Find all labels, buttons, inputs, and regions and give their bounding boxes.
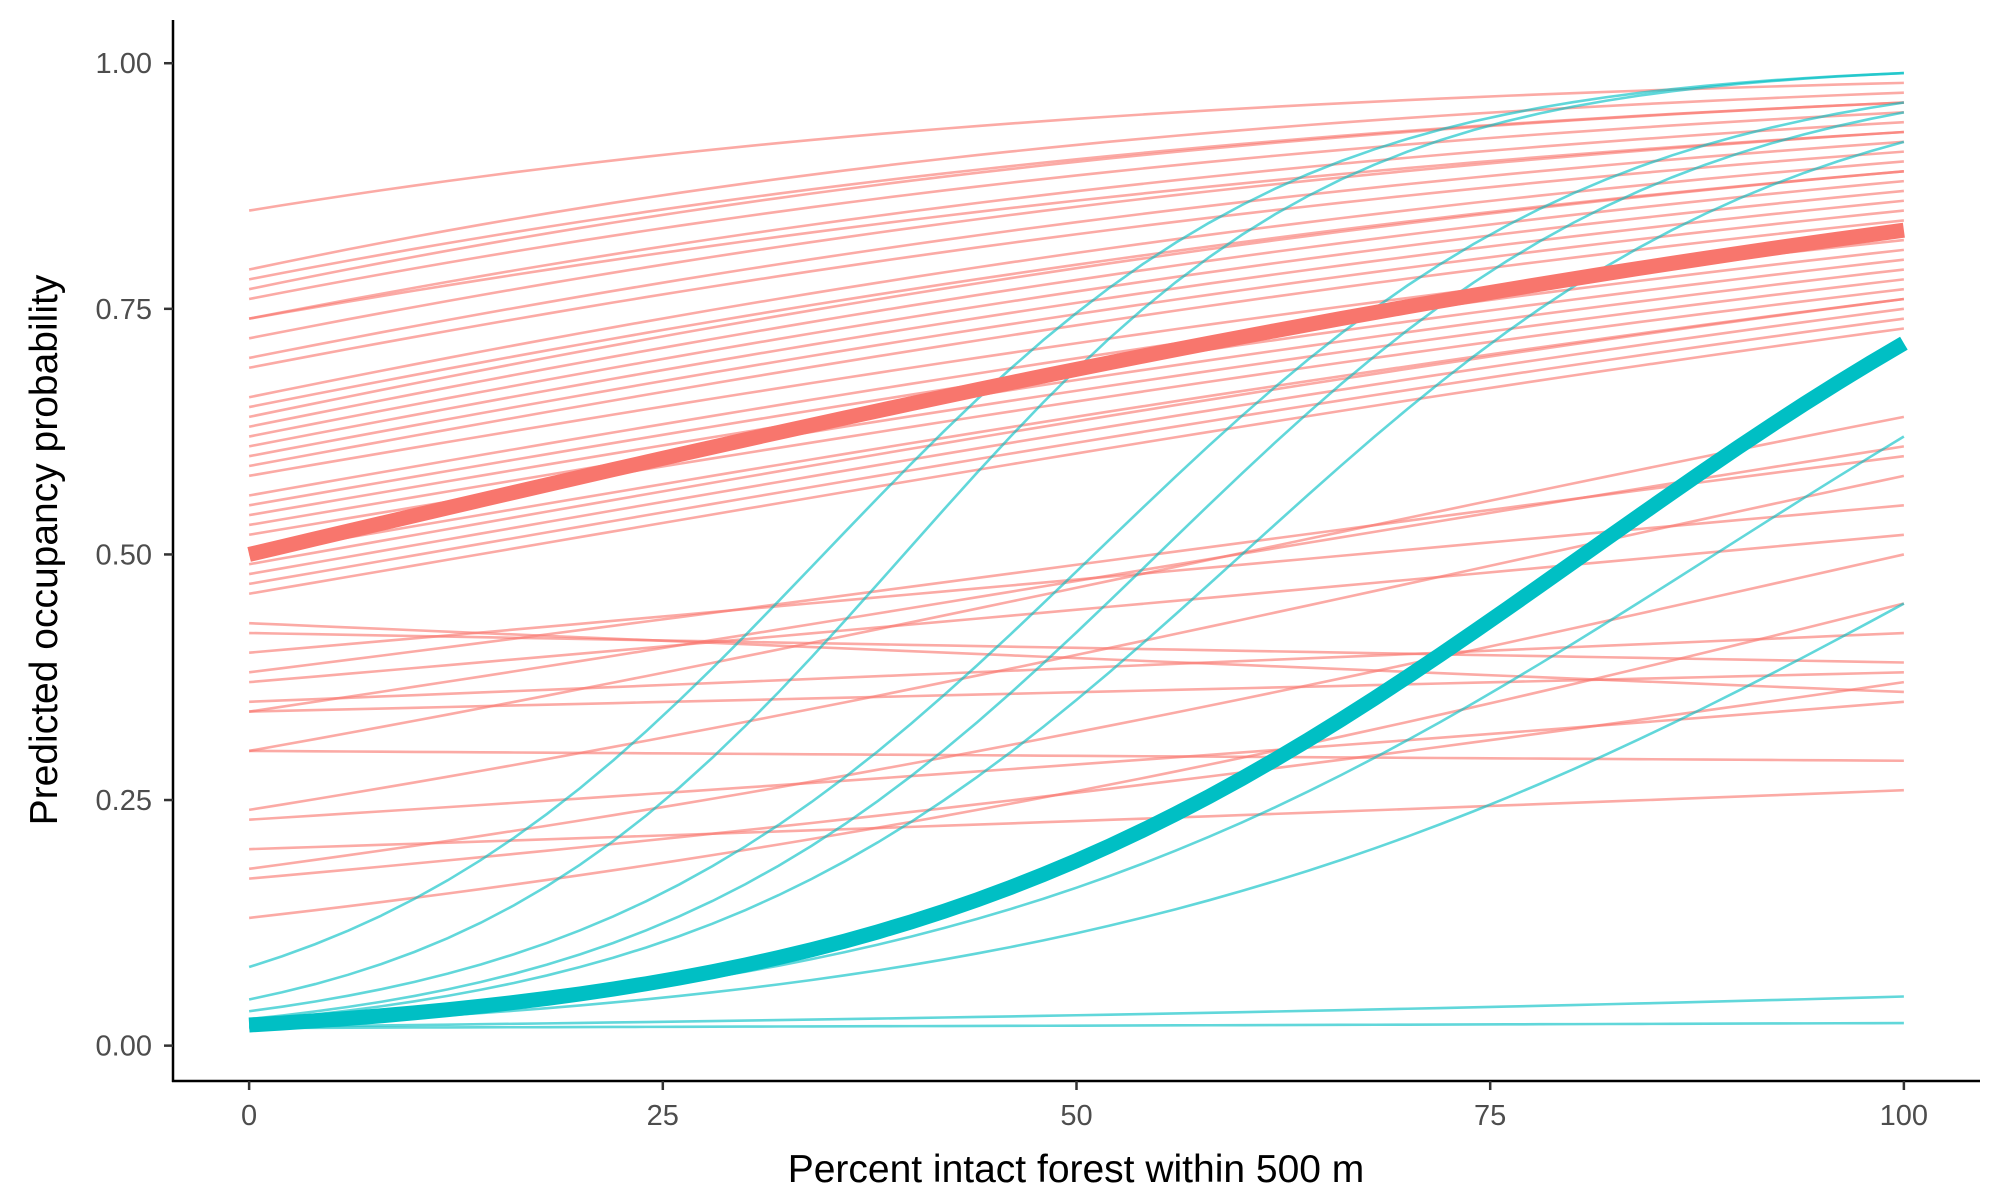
series-group-1-line-15	[248, 189, 1905, 438]
series-group-1-line-39	[248, 415, 1905, 753]
y-tick-label-4: 0.75	[96, 294, 152, 326]
series-group-1-line-22	[248, 268, 1905, 517]
series-group-1-line-41	[249, 700, 1904, 821]
series-group-1-line-34	[249, 533, 1904, 684]
x-tick-label-1: 0	[241, 1100, 257, 1132]
series-group-1-line-42	[249, 788, 1904, 851]
series-group-1-mean-line	[247, 222, 1905, 562]
series-group-2-line-8	[249, 995, 1904, 1029]
series-group-1-line-45	[248, 602, 1905, 920]
series-group-1-line-28	[248, 317, 1905, 586]
series-group-1-line-27	[248, 307, 1905, 576]
x-tick-label-2: 25	[647, 1100, 679, 1132]
x-tick-label-4: 75	[1474, 1100, 1506, 1132]
series-group-1-line-7	[248, 130, 1904, 320]
series-group-1-line-11	[248, 160, 1904, 399]
y-tick-label-1: 0.00	[96, 1031, 152, 1063]
series-group-1-line-35	[249, 631, 1904, 704]
x-tick-label-3: 50	[1060, 1100, 1092, 1132]
series-group-1-line-4	[248, 101, 1904, 291]
series-group-2-line-7	[249, 602, 1905, 1028]
series-group-1-line-36	[248, 445, 1905, 713]
mean-lines	[247, 222, 1908, 1033]
series-group-1-line-1	[248, 81, 1904, 212]
series-group-2-line-5	[248, 140, 1905, 1023]
series-group-1-line-6	[248, 120, 1904, 320]
series-group-1-line-44	[249, 680, 1905, 880]
series-group-2-line-3	[248, 101, 1905, 1013]
series-group-1-line-8	[248, 130, 1904, 340]
series-group-1-line-2	[248, 91, 1904, 271]
series-group-1-line-25	[248, 297, 1905, 556]
series-group-1-line-33	[248, 454, 1905, 674]
series-group-2-line-1	[248, 71, 1904, 969]
series-group-2-line-4	[248, 111, 1905, 1021]
series-group-1-line-26	[248, 297, 1905, 566]
series-group-1-line-16	[248, 199, 1905, 448]
series-group-1-line-9	[248, 140, 1904, 360]
y-tick-label-5: 1.00	[96, 48, 152, 80]
x-axis-title: Percent intact forest within 500 m	[788, 1148, 1365, 1191]
series-group-1-line-18	[248, 219, 1905, 468]
series-group-1-line-38	[249, 749, 1904, 763]
series-group-1-lines	[248, 81, 1905, 920]
series-group-1-line-13	[248, 169, 1904, 419]
series-group-1-line-30	[249, 621, 1904, 694]
x-tick-label-5: 100	[1880, 1100, 1928, 1132]
y-ticks: 0.00 0.25 0.50 0.75 1.00	[96, 48, 173, 1063]
y-axis-title: Predicted occupancy probability	[23, 274, 66, 825]
y-tick-label-2: 0.25	[96, 785, 152, 817]
series-group-1-line-20	[248, 248, 1905, 497]
series-group-1-line-23	[248, 278, 1905, 527]
series-group-1-line-40	[248, 474, 1905, 812]
series-group-1-line-32	[249, 504, 1904, 654]
series-group-1-line-10	[248, 150, 1904, 370]
x-ticks: 0 25 50 75 100	[241, 1081, 1928, 1132]
series-group-1-line-5	[248, 111, 1904, 301]
series-group-1-line-29	[248, 327, 1905, 596]
series-group-1-line-14	[248, 179, 1905, 428]
series-group-1-line-21	[248, 258, 1905, 507]
series-group-1-line-37	[249, 671, 1904, 713]
series-group-2-line-9	[249, 1021, 1904, 1030]
series-group-2-mean-line	[248, 336, 1908, 1033]
y-tick-label-3: 0.50	[96, 539, 152, 571]
